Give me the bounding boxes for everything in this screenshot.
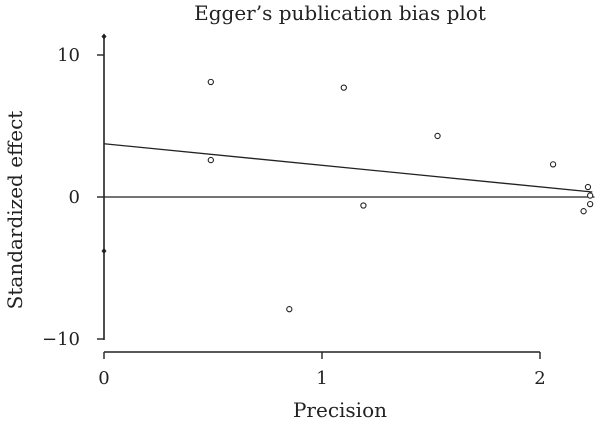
plot-area: 10 0 −10 0 1 2 (42, 33, 595, 389)
y-tick-label: 10 (57, 45, 80, 66)
scatter-point (584, 183, 592, 191)
y-tick-label: −10 (42, 329, 80, 350)
y-axis-label: Standardized effect (3, 111, 27, 310)
x-tick-label: 0 (98, 368, 109, 389)
x-axis-ticks: 0 1 2 (98, 352, 546, 389)
y-axis-ticks: 10 0 −10 (42, 45, 104, 350)
intercept-ci-markers (101, 33, 107, 254)
scatter-point (586, 200, 594, 208)
scatter-point (207, 156, 214, 164)
x-axis-label: Precision (293, 398, 387, 422)
x-tick-label: 1 (316, 368, 327, 389)
chart-title: Egger’s publication bias plot (194, 1, 486, 25)
scatter-point (586, 192, 594, 199)
y-tick-label: 0 (69, 187, 80, 208)
ci-endpoint-marker (101, 247, 107, 254)
regression-line (103, 143, 593, 193)
scatter-point (207, 78, 214, 86)
ci-endpoint-marker (101, 33, 107, 40)
scatter-point (434, 132, 441, 140)
scatter-point (580, 208, 587, 215)
data-points (207, 78, 594, 313)
scatter-point (549, 161, 557, 168)
scatter-point (360, 202, 367, 209)
scatter-point (340, 84, 347, 91)
x-tick-label: 2 (534, 368, 545, 389)
scatter-point (286, 306, 293, 313)
